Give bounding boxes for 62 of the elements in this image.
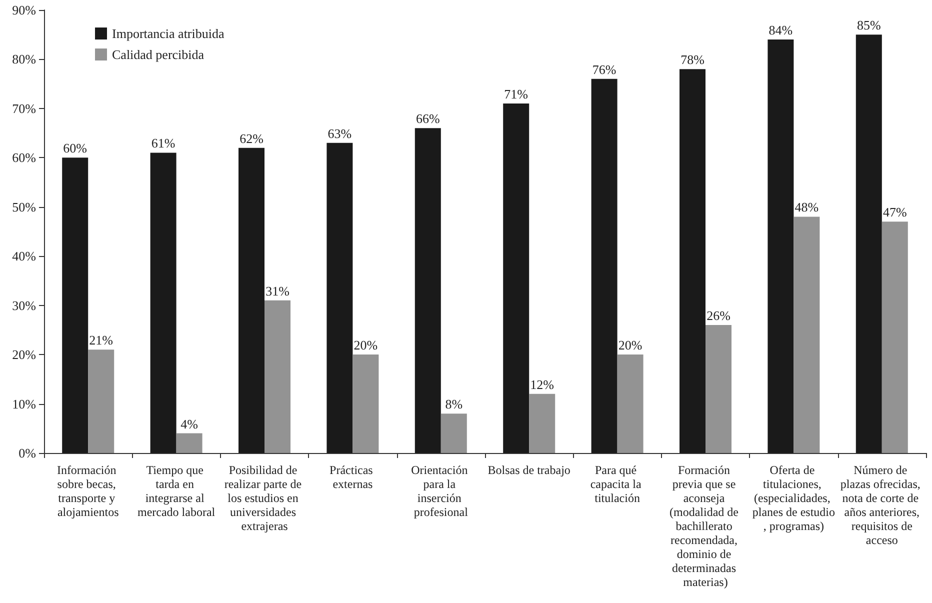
bar: [856, 34, 882, 453]
data-label: 71%: [504, 86, 528, 102]
bar: [503, 104, 530, 453]
bar: [62, 158, 88, 453]
bar: [768, 40, 794, 453]
bar: [88, 350, 114, 453]
y-tick-label: 0%: [18, 446, 36, 460]
data-label: 8%: [445, 396, 463, 412]
legend-label: Importancia atribuida: [112, 26, 224, 41]
x-tick-label: Posibilidad de realizar parte de los estudios en universidades extrajeras: [224, 463, 305, 533]
y-tick-label: 60%: [12, 150, 36, 166]
bar: [176, 433, 202, 453]
data-label: 66%: [416, 111, 440, 126]
bar: [326, 142, 353, 453]
y-tick-label: 70%: [12, 100, 36, 116]
data-label: 84%: [768, 22, 793, 38]
data-label: 76%: [592, 62, 616, 77]
category-label: Formación previa que se aconseja (modalidad de bachillerato recomendada, dominio de determinadas materias): [670, 463, 738, 589]
bar: [150, 152, 176, 453]
bar: [591, 78, 618, 453]
x-tick-label: Para qué capacita la titulación: [590, 463, 644, 505]
bar: [352, 354, 379, 453]
y-tick-label: 40%: [12, 248, 36, 264]
data-label: 78%: [680, 52, 705, 68]
y-tick-label: 30%: [12, 298, 36, 313]
data-label: 31%: [266, 283, 290, 298]
data-label: 60%: [63, 140, 88, 156]
data-label: 63%: [328, 126, 352, 141]
bar: [882, 222, 908, 453]
y-tick-label: 80%: [12, 52, 36, 67]
legend-label: Calidad percibida: [112, 47, 204, 62]
data-label: 48%: [794, 200, 819, 215]
data-label: 20%: [354, 338, 378, 353]
x-tick-label: Tiempo que tarda en integrarse al mercado laboral: [137, 463, 216, 519]
bar: [529, 394, 556, 453]
data-label: 85%: [856, 18, 881, 33]
bar: [440, 414, 467, 453]
data-label: 47%: [882, 204, 907, 220]
x-tick-label: Información sobre becas, transporte y alojamientos: [56, 463, 120, 519]
bar: [414, 128, 441, 453]
x-tick-label: Número de plazas ofrecidas, nota de corte de años anteriores, requisitos de acceso: [840, 463, 924, 547]
data-label: 62%: [240, 130, 264, 146]
y-tick-label: 10%: [12, 396, 36, 412]
y-tick-label: 20%: [12, 347, 36, 362]
data-label: 26%: [706, 308, 731, 324]
x-tick-label: Bolsas de trabajo: [488, 463, 570, 477]
bar: [706, 325, 732, 453]
x-tick-label: Prácticas externas: [330, 463, 376, 491]
bar: [238, 148, 264, 453]
bar: [794, 216, 820, 453]
data-label: 61%: [151, 136, 176, 151]
bar: [264, 300, 290, 453]
y-tick-label: 90%: [12, 2, 36, 18]
bar: [680, 69, 706, 453]
y-tick-label: 50%: [12, 199, 36, 214]
x-tick-label: Orientación para la inserción profesional: [411, 463, 471, 519]
x-tick-label: Oferta de titulaciones, (especialidades, planes de estudio, programas): [752, 463, 836, 533]
data-label: 20%: [618, 338, 642, 353]
data-label: 12%: [530, 376, 554, 392]
bar: [617, 354, 644, 453]
data-label: 4%: [180, 416, 198, 432]
data-label: 21%: [89, 332, 114, 348]
